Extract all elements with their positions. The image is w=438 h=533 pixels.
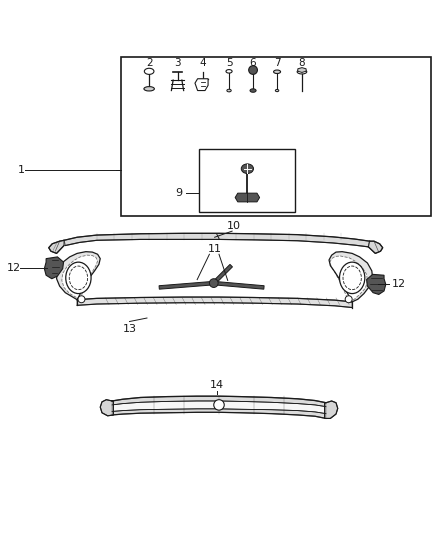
Ellipse shape [227,89,231,92]
Ellipse shape [274,70,281,74]
Bar [199,149,295,212]
Ellipse shape [250,89,256,92]
Text: 10: 10 [227,221,241,231]
Text: 6: 6 [250,58,256,68]
Text: 9: 9 [175,188,182,198]
Circle shape [209,279,218,287]
Polygon shape [325,401,338,418]
Polygon shape [368,241,383,253]
Ellipse shape [339,262,365,294]
Bar [121,57,431,216]
Ellipse shape [144,87,154,91]
Text: 5: 5 [226,58,232,68]
Ellipse shape [226,70,232,73]
Text: 2: 2 [146,58,152,68]
Text: 13: 13 [123,324,137,334]
Text: 12: 12 [392,279,406,289]
Text: 12: 12 [7,263,21,273]
Ellipse shape [145,68,154,75]
Circle shape [214,400,224,410]
Circle shape [345,296,352,303]
Polygon shape [100,400,113,416]
Polygon shape [112,396,326,418]
Ellipse shape [69,266,88,289]
Circle shape [78,296,85,303]
Text: 7: 7 [274,58,280,68]
Polygon shape [212,264,233,284]
Ellipse shape [276,90,279,92]
Text: 8: 8 [299,58,305,68]
Text: 14: 14 [210,379,224,390]
Ellipse shape [297,70,307,74]
Polygon shape [44,257,64,279]
Text: 4: 4 [200,58,206,68]
Polygon shape [57,252,100,300]
Text: 3: 3 [174,58,181,68]
Polygon shape [49,240,64,253]
Polygon shape [214,281,264,289]
Ellipse shape [66,262,91,294]
Polygon shape [298,68,306,72]
Text: 11: 11 [208,244,222,254]
Ellipse shape [241,164,254,174]
Polygon shape [195,79,208,91]
Circle shape [249,66,258,75]
Polygon shape [112,401,326,414]
Polygon shape [159,281,214,289]
Polygon shape [64,233,370,247]
Polygon shape [235,193,260,202]
Text: 1: 1 [18,165,25,175]
Polygon shape [77,297,352,308]
Polygon shape [367,274,386,294]
Ellipse shape [343,266,361,289]
Polygon shape [329,252,373,302]
